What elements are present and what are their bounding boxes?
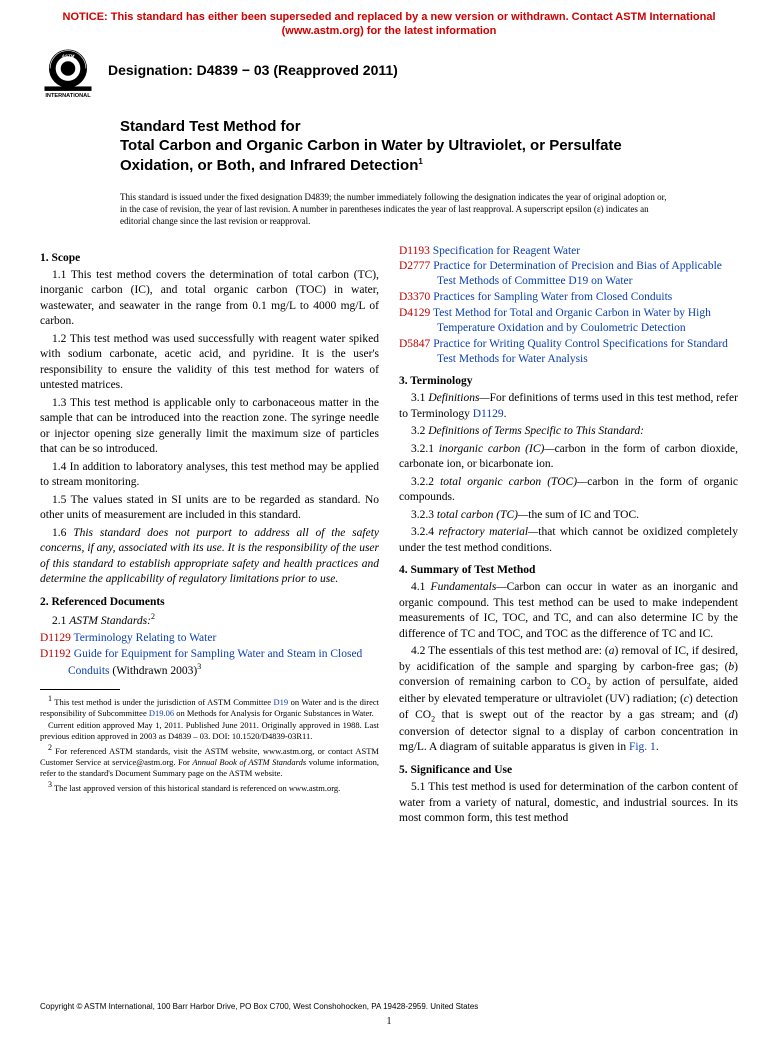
ref-d1129[interactable]: D1129 Terminology Relating to Water [40, 631, 379, 646]
para-3-1: 3.1 Definitions—For definitions of terms… [399, 391, 738, 422]
ref-d5847[interactable]: D5847 Practice for Writing Quality Contr… [399, 337, 738, 367]
ref-d4129[interactable]: D4129 Test Method for Total and Organic … [399, 306, 738, 336]
para-1-2: 1.2 This test method was used successful… [40, 332, 379, 394]
footnote-1b: Current edition approved May 1, 2011. Pu… [40, 720, 379, 742]
ref-d2777[interactable]: D2777 Practice for Determination of Prec… [399, 259, 738, 289]
title-block: Standard Test Method for Total Carbon an… [0, 109, 778, 182]
footnote-2: 2 For referenced ASTM standards, visit t… [40, 743, 379, 779]
section-4-head: 4. Summary of Test Method [399, 564, 738, 576]
notice-banner: NOTICE: This standard has either been su… [0, 0, 778, 43]
para-3-2-4: 3.2.4 refractory material—that which can… [399, 525, 738, 556]
ref-d1193[interactable]: D1193 Specification for Reagent Water [399, 244, 738, 259]
svg-text:ASTM: ASTM [61, 53, 75, 58]
title-prefix: Standard Test Method for [120, 117, 698, 137]
section-1-head: 1. Scope [40, 252, 379, 264]
footnote-rule [40, 689, 120, 690]
para-1-6: 1.6 This standard does not purport to ad… [40, 526, 379, 588]
para-4-1: 4.1 Fundamentals—Carbon can occur in wat… [399, 580, 738, 642]
para-1-3: 1.3 This test method is applicable only … [40, 396, 379, 458]
body-columns: 1. Scope 1.1 This test method covers the… [0, 238, 778, 829]
para-3-2: 3.2 Definitions of Terms Specific to Thi… [399, 424, 738, 440]
ref-d3370[interactable]: D3370 Practices for Sampling Water from … [399, 290, 738, 305]
designation-text: Designation: D4839 − 03 (Reapproved 2011… [108, 62, 398, 78]
footnote-1: 1 This test method is under the jurisdic… [40, 694, 379, 719]
para-1-4: 1.4 In addition to laboratory analyses, … [40, 460, 379, 491]
section-3-head: 3. Terminology [399, 375, 738, 387]
para-2-1: 2.1 ASTM Standards:2 [40, 612, 379, 629]
para-3-2-2: 3.2.2 total organic carbon (TOC)—carbon … [399, 475, 738, 506]
para-4-2: 4.2 The essentials of this test method a… [399, 644, 738, 756]
column-right: D1193 Specification for Reagent Water D2… [399, 244, 738, 829]
header-row: INTERNATIONAL ASTM Designation: D4839 − … [0, 43, 778, 109]
copyright-line: Copyright © ASTM International, 100 Barr… [40, 1002, 478, 1011]
astm-logo: INTERNATIONAL ASTM [40, 45, 96, 101]
para-1-1: 1.1 This test method covers the determin… [40, 268, 379, 330]
section-5-head: 5. Significance and Use [399, 764, 738, 776]
ref-d1192[interactable]: D1192 Guide for Equipment for Sampling W… [40, 647, 379, 679]
issue-note: This standard is issued under the fixed … [0, 181, 778, 237]
column-left: 1. Scope 1.1 This test method covers the… [40, 244, 379, 829]
para-1-5: 1.5 The values stated in SI units are to… [40, 493, 379, 524]
section-2-head: 2. Referenced Documents [40, 596, 379, 608]
para-3-2-1: 3.2.1 inorganic carbon (IC)—carbon in th… [399, 442, 738, 473]
svg-text:INTERNATIONAL: INTERNATIONAL [45, 93, 91, 99]
page-number: 1 [0, 1016, 778, 1027]
footnote-3: 3 The last approved version of this hist… [40, 780, 379, 794]
para-3-2-3: 3.2.3 total carbon (TC)—the sum of IC an… [399, 508, 738, 524]
para-5-1: 5.1 This test method is used for determi… [399, 780, 738, 827]
title-main: Total Carbon and Organic Carbon in Water… [120, 136, 698, 175]
